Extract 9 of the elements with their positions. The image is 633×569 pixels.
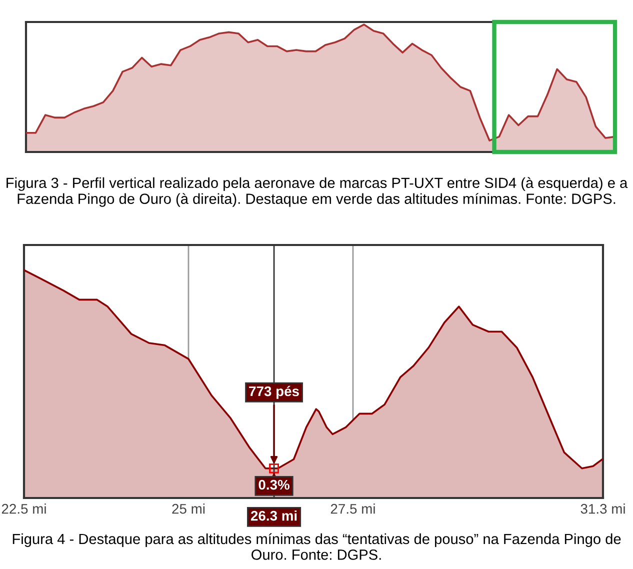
- annotation: 773 pés: [249, 386, 299, 399]
- x-tick-label: 22.5 mi: [2, 504, 46, 514]
- text: Figura 4 - Destaque para as altitudes mínimas das “tentativas de pouso” na Fazenda Pingo de Ouro. Fonte: DGPS.: [12, 533, 621, 560]
- x-tick-label: 25 mi: [172, 504, 205, 514]
- x-tick-label: 27.5 mi: [330, 504, 375, 514]
- ref-line-label: 26.3 mi: [250, 510, 297, 521]
- x-tick-label: 31.3 mi: [580, 504, 625, 514]
- annotation: 0.3%: [258, 480, 290, 490]
- text: Figura 3 - Perfil vertical realizado pela aeronave de marcas PT-UXT entre SID4 (à esquerda) e a Fazenda Pingo de Ouro (à direita). Destaque em verde das altitudes mínimas. Fonte: DGPS.: [6, 177, 628, 207]
